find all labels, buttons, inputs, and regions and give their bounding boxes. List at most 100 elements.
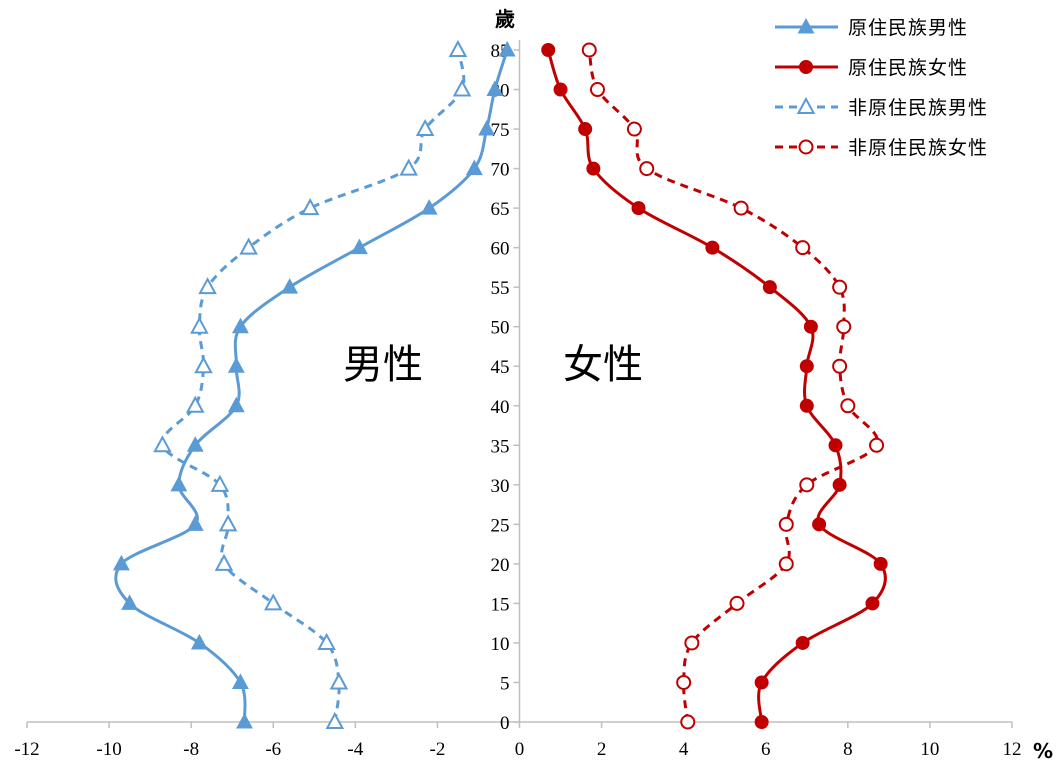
data-point [478,120,496,136]
series-3 [153,39,472,729]
data-point [680,714,696,730]
x-tick-label: 10 [920,739,939,760]
x-tick-label: -2 [430,739,446,760]
y-tick-label: 50 [491,318,510,339]
data-point [832,358,848,374]
y-tick-label: 35 [491,436,510,457]
data-point [121,594,139,610]
data-point [589,82,605,98]
data-point [803,319,818,334]
data-point [578,122,593,137]
legend-marker [799,60,813,74]
data-point [415,118,435,137]
x-tick-label: 12 [1003,739,1022,760]
data-point [586,161,601,176]
data-point [840,398,856,414]
data-point [832,279,848,295]
data-point [869,437,885,453]
data-point [729,595,745,611]
data-point [795,240,811,256]
data-point [705,240,720,255]
data-point [399,158,418,176]
x-tick-label: 8 [843,739,853,760]
data-point [799,398,814,413]
x-axis-unit: % [1033,739,1053,763]
y-tick-label: 15 [491,594,510,615]
data-point [452,79,472,97]
y-tick-label: 70 [491,160,510,181]
male-side-label: 男性 [343,342,423,388]
female-side-label: 女性 [563,342,643,388]
data-point [754,715,769,729]
y-tick-label: 20 [491,555,510,576]
data-point [227,396,245,413]
data-point [170,475,188,492]
y-tick-label: 5 [500,673,510,694]
x-tick-label: 6 [761,739,771,760]
data-point [317,632,336,650]
data-point [218,514,238,532]
y-tick-label: 65 [491,199,510,220]
x-tick-label: -4 [347,739,363,760]
data-point [350,238,368,255]
data-point [420,199,438,215]
legend-label: 非原住民族男性 [848,97,988,119]
data-point [812,517,827,532]
legend-item: 原住民族女性 [775,57,968,79]
data-point [828,438,843,453]
data-point [676,674,692,690]
data-point [639,161,655,177]
data-point [300,198,320,216]
series-4 [581,42,885,730]
data-point [778,556,794,572]
data-point [329,672,349,690]
data-point [865,596,880,611]
data-point [112,554,130,571]
data-point [227,357,245,373]
series-1 [112,40,516,729]
data-point [194,356,213,374]
legend-item: 非原住民族女性 [775,137,988,159]
data-point [231,317,249,334]
data-point [631,201,646,216]
y-tick-label: 55 [491,278,510,299]
y-tick-label: 0 [500,713,510,734]
data-point [239,237,258,255]
legend-label: 原住民族女性 [848,57,968,79]
data-point [236,712,253,729]
data-point [778,516,794,532]
data-point [626,121,642,137]
x-tick-label: -6 [265,739,281,760]
y-tick-label: 10 [491,634,510,655]
legend-marker [796,96,816,114]
y-tick-label: 25 [491,515,510,536]
data-point [281,278,299,294]
data-point [325,711,345,729]
y-tick-label: 30 [491,476,510,497]
data-point [448,39,468,57]
data-point [799,359,814,374]
data-point [153,435,172,453]
data-point [190,633,208,650]
data-point [581,42,597,58]
y-tick-label: 40 [491,397,510,418]
x-tick-label: -8 [183,739,199,760]
x-tick-label: -12 [14,739,39,760]
x-tick-label: -10 [96,739,121,760]
data-point [231,673,249,689]
legend-label: 非原住民族女性 [848,137,988,159]
data-point [486,80,504,97]
data-point [795,635,810,650]
legend-marker [797,17,815,34]
data-point [214,553,234,571]
data-point [465,159,483,176]
data-point [684,635,700,651]
x-tick-label: 4 [679,739,689,760]
legend-item: 原住民族男性 [775,17,967,39]
legend-marker [798,139,814,155]
data-point [799,477,815,493]
series-layer [112,39,888,730]
y-tick-label: 75 [491,120,510,141]
